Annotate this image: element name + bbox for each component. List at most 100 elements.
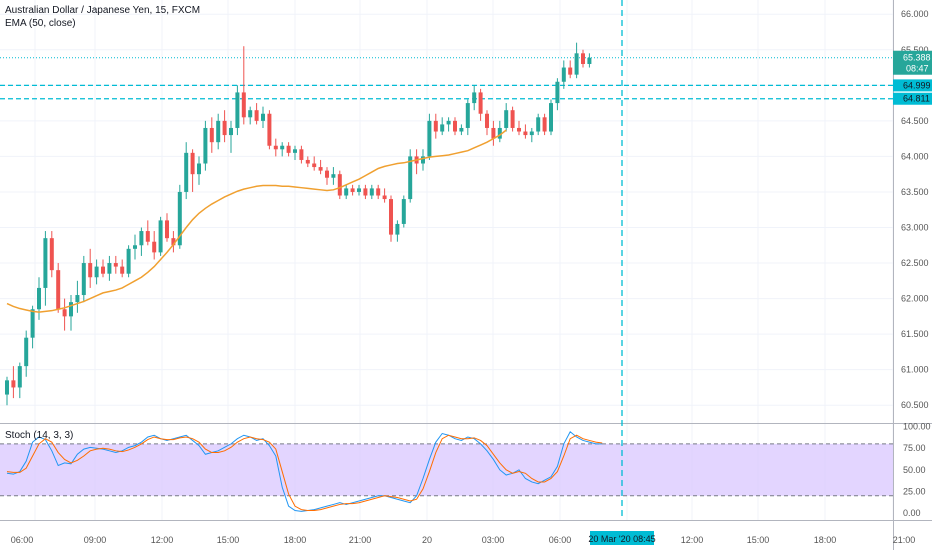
crosshair-time-badge: [590, 531, 654, 545]
candle-body: [145, 231, 150, 242]
time-tick-label: 06:00: [549, 535, 572, 545]
time-tick-label: 03:00: [482, 535, 505, 545]
candle-body: [158, 220, 163, 253]
price-tick-label: 60.500: [901, 400, 929, 410]
stoch-d-line: [6, 434, 603, 511]
countdown-label: 08:47: [906, 64, 929, 74]
candle-body: [549, 103, 553, 132]
candle-body: [30, 309, 35, 338]
candle-body: [203, 127, 208, 164]
stoch-tick-label: 100.00: [903, 422, 931, 432]
stoch-legend[interactable]: Stoch (14, 3, 3): [5, 430, 74, 441]
candle-body: [344, 188, 349, 196]
price-line-badge: [893, 92, 932, 105]
candle-body: [152, 241, 157, 253]
candle-body: [587, 57, 592, 64]
price-tick-label: 61.000: [901, 365, 929, 375]
candle-body: [235, 92, 240, 128]
candle-body: [440, 124, 445, 132]
candle-body: [286, 145, 291, 153]
candle-body: [11, 380, 16, 388]
candle-body: [177, 191, 182, 246]
stoch-band: [0, 443, 893, 496]
candle-body: [536, 117, 541, 132]
time-tick-label: 18:00: [814, 535, 837, 545]
price-tick-label: 62.500: [901, 258, 929, 268]
candle-body: [421, 156, 425, 164]
time-tick-label: 20: [422, 535, 432, 545]
candle-body: [408, 156, 413, 200]
stoch-k-line: [6, 431, 603, 512]
candle-body: [325, 170, 329, 178]
stoch-tick-label: 25.00: [903, 486, 926, 496]
candle-body: [555, 81, 560, 104]
candle-body: [517, 127, 521, 132]
candle-body: [357, 188, 361, 192]
candle-body: [139, 231, 144, 246]
candle-body: [472, 92, 477, 104]
time-tick-label: 21:00: [349, 535, 372, 545]
symbol-legend[interactable]: Australian Dollar / Japanese Yen, 15, FX…: [5, 5, 201, 16]
candle-body: [62, 309, 67, 317]
time-tick-label: 15:00: [747, 535, 770, 545]
time-tick-label: 06:00: [11, 535, 34, 545]
candle-body: [401, 199, 406, 224]
candle-body: [485, 113, 489, 128]
candle-body: [369, 188, 374, 196]
candle-body: [69, 302, 73, 317]
crosshair-time-label: 20 Mar '20 08:45: [588, 534, 655, 544]
candle-body: [171, 238, 176, 246]
candle-body: [529, 131, 534, 136]
candle-body: [190, 152, 195, 175]
candle-body: [120, 266, 125, 274]
price-line-label: 64.999: [903, 80, 931, 90]
candle-body: [331, 174, 336, 178]
candle-body: [216, 120, 221, 143]
candle-body: [453, 120, 457, 132]
candle-body: [5, 380, 9, 395]
candle-body: [510, 110, 515, 128]
candle-body: [273, 145, 278, 150]
ema-line: [6, 129, 507, 313]
time-tick-label: 09:00: [84, 535, 107, 545]
candle-body: [17, 366, 22, 388]
candle-body: [222, 120, 227, 136]
last-price-label: 65.388: [903, 53, 931, 63]
candle-body: [561, 67, 566, 82]
time-tick-label: 15:00: [217, 535, 240, 545]
candle-body: [261, 113, 265, 121]
stoch-tick-label: 75.00: [903, 443, 926, 453]
candle-body: [184, 152, 189, 192]
price-line-badge: [893, 79, 932, 92]
candle-body: [523, 131, 528, 136]
candle-body: [427, 120, 432, 157]
price-tick-label: 66.000: [901, 9, 929, 19]
candle-body: [465, 103, 470, 128]
candle-body: [318, 167, 323, 171]
candle-body: [229, 127, 233, 136]
candle-body: [248, 110, 253, 118]
candle-body: [459, 127, 464, 132]
candle-body: [446, 120, 451, 125]
candle-body: [574, 53, 579, 75]
price-line-label: 64.811: [903, 94, 930, 104]
time-tick-label: 12:00: [681, 535, 704, 545]
candle-body: [389, 199, 393, 235]
candle-body: [56, 270, 61, 310]
price-tick-label: 64.000: [901, 151, 929, 161]
candle-body: [197, 163, 201, 175]
candle-body: [241, 92, 246, 118]
candle-body: [81, 263, 86, 296]
candle-body: [101, 266, 105, 274]
candle-body: [165, 220, 169, 239]
candle-body: [478, 92, 483, 114]
price-tick-label: 64.500: [901, 116, 929, 126]
price-tick-label: 63.000: [901, 222, 929, 232]
candle-body: [568, 67, 573, 75]
candle-body: [107, 263, 112, 274]
ema-legend[interactable]: EMA (50, close): [5, 18, 76, 29]
last-price-badge: [893, 50, 932, 75]
stoch-tick-label: 0.00: [903, 508, 921, 518]
